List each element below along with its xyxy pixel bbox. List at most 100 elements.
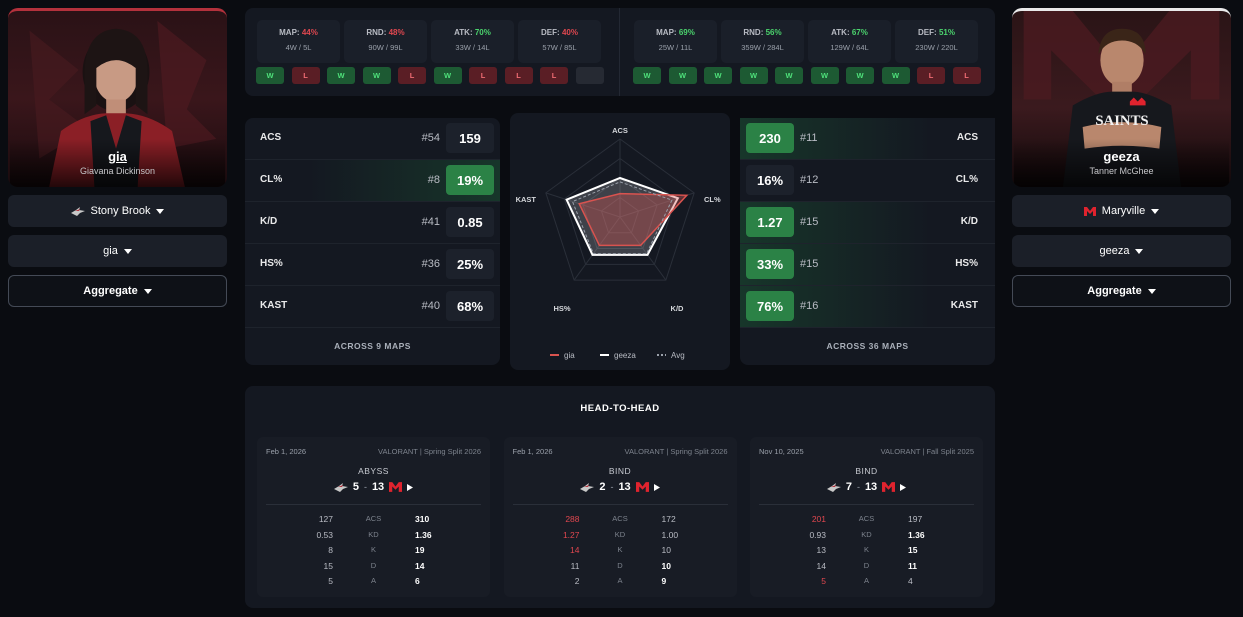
stat-key: ACS (365, 514, 382, 523)
result-chip: L (540, 67, 568, 84)
stat-right: 1.36 (908, 529, 925, 540)
match-card[interactable]: Feb 1, 2026 VALORANT | Spring Split 2026 B… (503, 437, 737, 597)
head-to-head-panel: HEAD-TO-HEAD Feb 1, 2026 VALORANT | Sprin… (245, 386, 995, 608)
match-date: Nov 10, 2025 (759, 447, 804, 456)
play-icon[interactable] (653, 483, 660, 491)
result-chip: W (704, 67, 732, 84)
stat-right: 197 (908, 514, 923, 524)
stat-row-acs: ACS #54 159 (245, 118, 500, 160)
player-handle: gia (108, 149, 127, 164)
result-chip: W (775, 67, 803, 84)
radar-axis-label: HS% (553, 304, 570, 313)
result-chip: L (952, 67, 981, 84)
stat-right: 4 (908, 576, 913, 586)
summary-panel: MAP: 44% 4W / 5L RND: 48% 90W / 99L ATK:… (245, 8, 995, 96)
stat-box: RND: 48% 90W / 99L (344, 20, 427, 63)
stat-key: ACS (858, 514, 875, 523)
match-stat-row: 288 ACS 172 (504, 514, 737, 529)
stat-box: MAP: 69% 25W / 11L (634, 20, 717, 63)
stat-key: D (370, 560, 377, 570)
stat-right: 10 (661, 560, 671, 571)
stat-box: DEF: 51% 230W / 220L (895, 20, 978, 63)
match-stat-row: 8 K 19 (257, 545, 490, 560)
stat-record: 129W / 64L (830, 43, 869, 52)
stat-left: 8 (328, 545, 333, 555)
stat-row-clpct: CL% #12 16% (740, 160, 995, 202)
stat-left: 5 (328, 576, 333, 586)
result-chip: W (668, 67, 697, 84)
stat-left: 201 (811, 514, 826, 524)
team-dropdown-right[interactable]: Maryville (1012, 195, 1231, 227)
left-stats-panel: ACS #54 159 CL% #8 19% K/D #41 0.85 HS% #36 25% KAST… (245, 118, 500, 365)
stat-row-kd: K/D #41 0.85 (245, 202, 500, 244)
match-score: 5-13 (257, 481, 490, 493)
player-dropdown-right[interactable]: geeza (1012, 235, 1231, 267)
stat-left: 15 (323, 560, 333, 571)
player-select-value: geeza (1099, 245, 1130, 257)
team-dropdown-left[interactable]: Stony Brook (8, 195, 227, 227)
match-stat-row: 127 ACS 310 (257, 514, 490, 529)
play-icon[interactable] (900, 483, 907, 491)
match-stat-row: 5 A 4 (750, 576, 983, 591)
wolf-logo-icon (826, 482, 841, 492)
stat-label: HS% (260, 258, 283, 269)
divider (759, 504, 974, 505)
match-stat-row: 201 ACS 197 (750, 514, 983, 529)
stat-left: 288 (565, 514, 580, 524)
stat-label: RND: (743, 28, 764, 37)
score-left: 7 (845, 481, 852, 493)
stat-row-hspct: HS% #36 25% (245, 244, 500, 286)
stat-key: A (617, 576, 623, 585)
stat-value: 25% (446, 249, 494, 279)
player-select-value: gia (103, 245, 118, 257)
result-chip: W (256, 67, 284, 84)
mode-dropdown-left[interactable]: Aggregate (8, 275, 227, 307)
match-card[interactable]: Nov 10, 2025 VALORANT | Fall Split 2025 BI… (750, 437, 983, 597)
left-player-card: gia Giavana Dickinson (8, 8, 227, 187)
player-handle: geeza (1103, 149, 1140, 164)
stat-rank: #15 (800, 216, 819, 228)
stat-left: 1.27 (562, 529, 580, 540)
caret-down-icon (1151, 208, 1160, 214)
stat-rank: #54 (421, 132, 440, 144)
stat-left: 0.53 (316, 529, 333, 540)
stat-row-kd: K/D #15 1.27 (740, 202, 995, 244)
result-chip: L (504, 67, 533, 84)
m-logo-icon (635, 482, 649, 492)
mode-dropdown-right[interactable]: Aggregate (1012, 275, 1231, 307)
radar-axis-label: CL% (704, 195, 721, 204)
stat-row-kast: KAST #40 68% (245, 286, 500, 328)
player-dropdown-left[interactable]: gia (8, 235, 227, 267)
stat-right: 14 (415, 560, 425, 571)
stat-right: 19 (415, 545, 425, 555)
stat-left: 13 (816, 545, 826, 555)
match-card[interactable]: Feb 1, 2026 VALORANT | Spring Split 2026 A… (257, 437, 490, 597)
stat-label: CL% (955, 174, 978, 185)
stat-row-acs: ACS #11 230 (740, 118, 995, 160)
stat-key: K (863, 545, 869, 554)
match-stat-row: 14 K 10 (504, 545, 737, 560)
result-chip: W (881, 67, 910, 84)
stat-record: 33W / 14L (455, 43, 490, 52)
stat-right: 15 (908, 545, 918, 555)
maps-count: ACROSS 36 MAPS (826, 341, 909, 351)
stat-key: D (617, 560, 623, 570)
radar-axis-label: K/D (671, 304, 685, 313)
result-chip: L (291, 67, 320, 84)
stat-value: 76% (746, 291, 794, 321)
score-right: 13 (371, 481, 385, 493)
stat-label: RND: (366, 28, 387, 37)
legend-label: geeza (614, 351, 636, 360)
stat-right: 1.00 (661, 529, 679, 540)
legend-label: Avg (671, 351, 685, 360)
result-chip: L (917, 67, 945, 84)
stat-key: KD (861, 529, 872, 539)
maps-count: ACROSS 9 MAPS (334, 341, 411, 351)
play-icon[interactable] (407, 483, 414, 491)
stat-value: 0.85 (446, 207, 494, 237)
team-name: Maryville (1101, 205, 1146, 217)
right-stats-panel: ACS #11 230 CL% #12 16% K/D #15 1.27 HS% #15 33% KAS… (740, 118, 995, 365)
stat-box: RND: 56% 359W / 284L (721, 20, 804, 63)
wolf-logo-icon (70, 206, 85, 216)
result-chip: W (362, 67, 391, 84)
